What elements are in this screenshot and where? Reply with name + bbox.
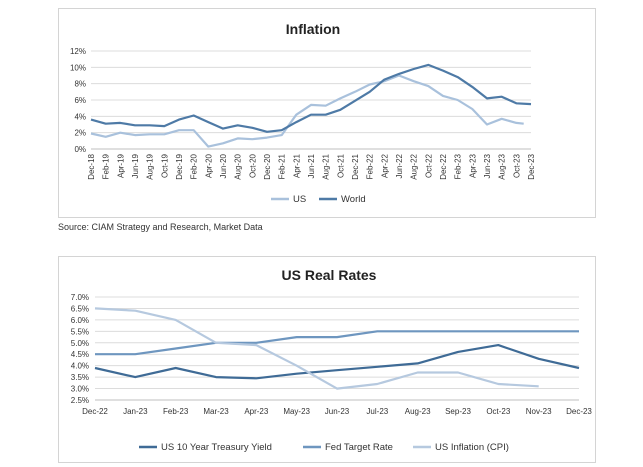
real-rates-series-us-inflation-cpi-line xyxy=(94,307,539,390)
inflation-y-tick: 0% xyxy=(74,145,86,154)
inflation-legend-label: World xyxy=(341,194,366,205)
real-rates-x-tick: Apr-23 xyxy=(244,407,269,416)
inflation-chart: Inflation 0% 2% 4% 6% 8% 10% 12% Dec-18 Feb-19 Ap… xyxy=(70,21,536,205)
inflation-y-tick: 8% xyxy=(74,80,86,89)
real-rates-x-tick: Jan-23 xyxy=(123,407,148,416)
inflation-x-tick: Apr-19 xyxy=(116,153,125,178)
inflation-x-tick: Feb-20 xyxy=(190,153,199,179)
inflation-series-world-line xyxy=(90,63,532,133)
real-rates-x-tick: Jun-23 xyxy=(325,407,350,416)
inflation-x-tick: Feb-23 xyxy=(454,153,463,179)
real-rates-legend-label: Fed Target Rate xyxy=(325,442,393,453)
inflation-x-tick: Apr-20 xyxy=(204,153,213,178)
inflation-x-tick: Oct-21 xyxy=(336,153,345,178)
real-rates-x-tick: Nov-23 xyxy=(526,407,552,416)
real-rates-y-tick: 4.5% xyxy=(71,350,89,359)
inflation-x-tick: Feb-19 xyxy=(102,153,111,179)
real-rates-x-tick: Feb-23 xyxy=(163,407,189,416)
real-rates-chart-panel: US Real Rates 2.5% 3.0% 3.5% 4.0% 4.5% 5.0% 5.… xyxy=(58,256,596,463)
source-note: Source: CIAM Strategy and Research, Mark… xyxy=(58,222,263,232)
inflation-y-tick: 4% xyxy=(74,112,86,121)
inflation-x-tick: Aug-23 xyxy=(498,153,507,179)
real-rates-y-tick: 7.0% xyxy=(71,293,89,302)
inflation-x-tick: Aug-22 xyxy=(410,153,419,179)
real-rates-series-fed-target-rate-line xyxy=(95,330,579,356)
real-rates-y-tick: 5.5% xyxy=(71,327,89,336)
real-rates-x-tick: Jul-23 xyxy=(366,407,388,416)
inflation-x-tick: Dec-19 xyxy=(175,153,184,179)
inflation-x-tick: Jun-21 xyxy=(307,153,316,178)
real-rates-y-tick: 4.0% xyxy=(71,362,89,371)
inflation-x-tick: Oct-23 xyxy=(512,153,521,178)
real-rates-y-tick: 6.5% xyxy=(71,304,89,313)
real-rates-x-tick: May-23 xyxy=(283,407,310,416)
inflation-x-tick: Dec-22 xyxy=(439,153,448,179)
inflation-x-tick: Jun-23 xyxy=(483,153,492,178)
inflation-x-tick: Dec-18 xyxy=(87,153,96,179)
inflation-y-tick: 10% xyxy=(70,63,86,72)
inflation-y-tick: 6% xyxy=(74,96,86,105)
inflation-x-tick: Apr-22 xyxy=(380,153,389,178)
real-rates-series-treasury-yield-line xyxy=(94,344,580,380)
inflation-x-tick: Aug-21 xyxy=(322,153,331,179)
real-rates-y-tick: 2.5% xyxy=(71,396,89,405)
inflation-chart-panel: Inflation 0% 2% 4% 6% 8% 10% 12% Dec-18 Feb-19 Ap… xyxy=(58,8,596,218)
real-rates-x-tick: Dec-23 xyxy=(566,407,592,416)
inflation-x-tick: Apr-23 xyxy=(468,153,477,178)
inflation-legend-label: US xyxy=(293,194,306,205)
inflation-x-tick: Dec-20 xyxy=(263,153,272,179)
real-rates-y-tick: 3.5% xyxy=(71,373,89,382)
inflation-chart-title: Inflation xyxy=(286,21,340,37)
inflation-x-tick: Oct-19 xyxy=(160,153,169,178)
real-rates-chart: US Real Rates 2.5% 3.0% 3.5% 4.0% 4.5% 5.0% 5.… xyxy=(71,267,593,453)
inflation-x-tick: Oct-20 xyxy=(248,153,257,178)
inflation-x-tick: Dec-23 xyxy=(527,153,536,179)
real-rates-x-tick: Mar-23 xyxy=(203,407,229,416)
inflation-y-tick: 12% xyxy=(70,47,86,56)
real-rates-legend-label: US 10 Year Treasury Yield xyxy=(161,442,272,453)
inflation-x-tick: Feb-22 xyxy=(366,153,375,179)
inflation-series-us-line xyxy=(90,74,524,148)
real-rates-y-tick: 6.0% xyxy=(71,316,89,325)
real-rates-x-tick: Aug-23 xyxy=(405,407,431,416)
inflation-x-tick: Jun-22 xyxy=(395,153,404,178)
real-rates-x-tick: Sep-23 xyxy=(445,407,471,416)
real-rates-y-tick: 5.0% xyxy=(71,339,89,348)
real-rates-legend-label: US Inflation (CPI) xyxy=(435,442,509,453)
inflation-x-tick: Jun-19 xyxy=(131,153,140,178)
inflation-x-tick: Aug-19 xyxy=(146,153,155,179)
inflation-x-tick: Jun-20 xyxy=(219,153,228,178)
inflation-y-tick: 2% xyxy=(74,129,86,138)
real-rates-x-tick: Oct-23 xyxy=(486,407,511,416)
real-rates-chart-title: US Real Rates xyxy=(282,267,377,283)
inflation-x-tick: Dec-21 xyxy=(351,153,360,179)
inflation-x-tick: Aug-20 xyxy=(234,153,243,179)
inflation-x-tick: Oct-22 xyxy=(424,153,433,178)
inflation-x-tick: Apr-21 xyxy=(292,153,301,178)
real-rates-y-tick: 3.0% xyxy=(71,385,89,394)
real-rates-x-tick: Dec-22 xyxy=(82,407,108,416)
inflation-x-tick: Feb-21 xyxy=(278,153,287,179)
